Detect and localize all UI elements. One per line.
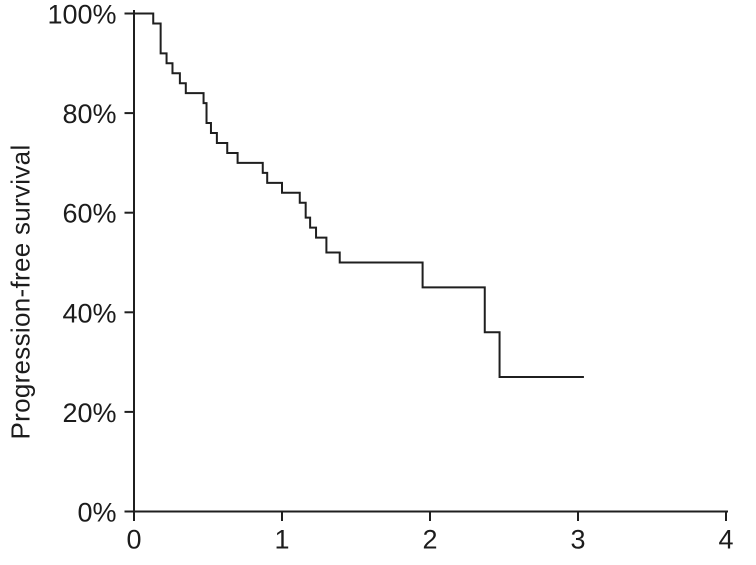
- x-tick-label: 1: [274, 525, 289, 555]
- y-tick-label: 60%: [62, 199, 116, 229]
- survival-curve: [134, 12, 584, 379]
- y-tick-label: 0%: [77, 498, 116, 528]
- y-tick-label: 80%: [62, 99, 116, 129]
- x-tick-label: 0: [126, 525, 141, 555]
- x-tick-label: 4: [718, 525, 733, 555]
- x-tick-label: 3: [570, 525, 585, 555]
- y-tick-label: 100%: [47, 0, 116, 30]
- x-tick-label: 2: [422, 525, 437, 555]
- y-axis-title: Progression-free survival: [5, 144, 36, 440]
- y-tick-label: 40%: [62, 298, 116, 328]
- y-tick-label: 20%: [62, 398, 116, 428]
